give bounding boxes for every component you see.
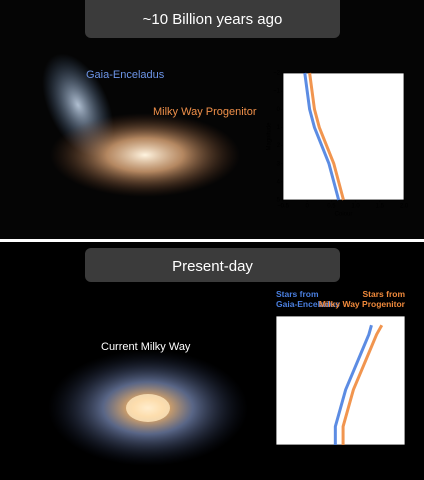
x-tick-label: 1.5 [375,449,384,455]
y-tick-label: 0 [270,350,274,356]
y-tick-label: 4 [277,179,281,185]
x-tick-label: 1.0 [351,204,360,210]
y-tick-label: −1 [273,89,281,95]
x-tick-label: 0 [300,449,304,455]
y-tick-label: 1 [270,369,274,375]
series-line [341,324,384,445]
y-tick-label: −2 [273,71,281,77]
galaxy-label: Gaia-Enceladus [86,69,165,81]
x-tick-label: 1.0 [349,449,358,455]
x-tick-label: 0.5 [323,449,332,455]
legend-entry: Stars from Milky Way Progenitor [318,289,405,309]
x-axis-label: Colour [332,457,350,463]
series-line [333,324,373,445]
plot-area [282,72,405,201]
x-tick-label: −0.5 [270,449,283,455]
x-tick-label: 1.5 [376,204,385,210]
x-tick-label: −0.5 [277,204,290,210]
progenitor-disk [50,113,240,197]
panel-title: ~10 Billion years ago [85,0,340,38]
galaxy-label: Milky Way Progenitor [153,106,257,118]
y-tick-label: 3 [270,406,274,412]
x-tick-label: 2.0 [401,449,410,455]
series-line [308,72,345,201]
x-tick-label: 0.5 [327,204,336,210]
y-tick-label: −2 [266,314,274,320]
y-tick-label: 2 [270,387,274,393]
y-tick-label: 2 [277,143,281,149]
y-tick-label: 0 [277,107,281,113]
panel-title: Present-day [85,248,340,282]
y-tick-label: 1 [277,125,281,131]
x-axis-label: Colour [335,212,353,218]
galaxy-label: Current Milky Way [101,341,191,353]
divider [0,239,424,242]
y-axis-label: Magnitude [267,122,273,151]
series-line [303,72,341,201]
plot-area [275,315,406,446]
y-tick-label: 3 [277,161,281,167]
legend-entry: Stars from Gaia-Enceladus [276,289,340,309]
y-tick-label: 5 [270,443,274,449]
y-tick-label: 4 [270,424,274,430]
x-tick-label: 0 [306,204,310,210]
y-tick-label: −1 [266,332,274,338]
y-tick-label: 5 [277,198,281,204]
x-tick-label: 2.0 [400,204,409,210]
y-axis-label: Magnitude [260,366,266,395]
galaxy-core [126,394,170,422]
